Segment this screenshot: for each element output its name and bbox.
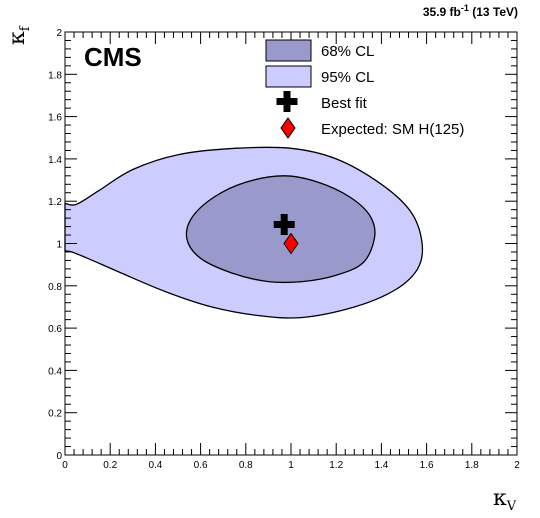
legend-label-best-fit: Best fit [321,95,368,112]
y-tick-label: 1.6 [48,113,62,124]
legend: 68% CL 95% CL Best fit Expected: SM H(12… [265,39,464,139]
luminosity-label: 35.9 fb-1 (13 TeV) [423,3,518,19]
x-tick-label: 1.8 [465,460,479,471]
x-tick-label: 0.2 [103,460,117,471]
y-tick-label: 1 [56,240,62,251]
y-tick-label: 2 [56,28,62,39]
legend-swatch-68 [265,39,312,62]
x-tick-label: 2 [514,460,520,471]
legend-best-fit-marker [276,91,298,112]
best-fit-marker [273,213,295,235]
y-tick-label: 1.8 [48,70,62,81]
experiment-label: CMS [84,42,142,72]
y-tick-label: 0.4 [48,366,62,377]
y-axis-ticks: 0 0.2 0.4 0.6 0.8 1 1.2 1.4 1.6 1.8 2 [48,28,517,462]
x-tick-label: 0.6 [194,460,208,471]
y-tick-label: 0.6 [48,324,62,335]
legend-label-95: 95% CL [321,69,374,86]
x-tick-label: 0 [62,460,68,471]
x-tick-label: 1.6 [420,460,434,471]
x-tick-label: 1 [288,460,294,471]
x-tick-label: 1.2 [329,460,343,471]
x-axis-title: κV [493,486,517,514]
y-tick-label: 0 [56,451,62,462]
contour-layer [64,146,424,319]
y-axis-title: κf [5,25,33,45]
y-tick-label: 0.8 [48,282,62,293]
x-tick-label: 0.8 [239,460,253,471]
x-tick-label: 0.4 [148,460,162,471]
marker-layer [273,213,299,255]
contour-68-cl [185,175,376,284]
y-tick-label: 1.2 [48,197,62,208]
x-tick-label: 1.4 [374,460,388,471]
legend-expected-marker [280,117,296,139]
legend-label-68: 68% CL [321,43,374,60]
legend-swatch-95 [265,65,312,88]
legend-label-expected: Expected: SM H(125) [321,121,464,138]
y-tick-label: 0.2 [48,409,62,420]
expected-sm-marker [283,232,299,255]
y-tick-label: 1.4 [48,155,62,166]
